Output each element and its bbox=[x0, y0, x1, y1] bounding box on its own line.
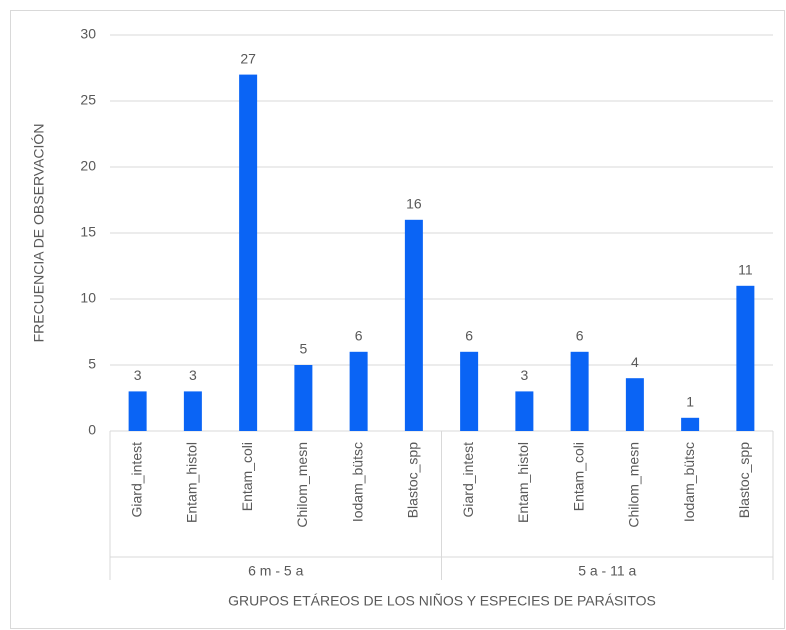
bar bbox=[349, 351, 368, 431]
value-label: 11 bbox=[738, 262, 753, 278]
value-label: 27 bbox=[240, 50, 256, 66]
value-label: 3 bbox=[189, 367, 197, 383]
value-label: 6 bbox=[576, 328, 584, 344]
value-label: 1 bbox=[686, 394, 694, 410]
bar bbox=[681, 417, 700, 431]
y-tick-label: 15 bbox=[80, 224, 96, 240]
x-tick-label: Chilom_mesn bbox=[294, 442, 310, 528]
x-tick-label: Iodam_bütsc bbox=[681, 442, 697, 522]
x-tick-label: Blastoc_spp bbox=[405, 442, 421, 518]
y-tick-label: 25 bbox=[80, 92, 96, 108]
value-label: 4 bbox=[631, 354, 639, 370]
x-axis-title: GRUPOS ETÁREOS DE LOS NIÑOS Y ESPECIES D… bbox=[228, 593, 656, 609]
group-label: 5 a - 11 a bbox=[578, 563, 636, 579]
x-tick-label: Chilom_mesn bbox=[626, 442, 642, 528]
y-tick-label: 5 bbox=[88, 356, 96, 372]
x-tick-label: Giard_intest bbox=[460, 442, 476, 518]
x-tick-label: Iodam_bütsc bbox=[349, 442, 365, 522]
value-label: 3 bbox=[134, 367, 142, 383]
y-tick-label: 0 bbox=[88, 422, 96, 438]
y-tick-label: 20 bbox=[80, 158, 96, 174]
bar bbox=[570, 351, 589, 431]
bar bbox=[515, 391, 534, 431]
value-label: 16 bbox=[406, 196, 422, 212]
x-tick-label: Blastoc_spp bbox=[736, 442, 752, 518]
bar bbox=[460, 351, 479, 431]
value-label: 5 bbox=[299, 341, 307, 357]
value-label: 6 bbox=[465, 328, 473, 344]
bar bbox=[404, 219, 423, 431]
value-label: 6 bbox=[355, 328, 363, 344]
y-tick-label: 10 bbox=[80, 290, 96, 306]
x-tick-label: Entam_coli bbox=[239, 442, 255, 511]
x-tick-label: Entam_histol bbox=[184, 442, 200, 523]
bar bbox=[239, 74, 258, 431]
x-tick-label: Entam_histol bbox=[515, 442, 531, 523]
group-label: 6 m - 5 a bbox=[248, 563, 303, 579]
y-axis-title: FRECUENCIA DE OBSERVACIÓN bbox=[31, 124, 47, 343]
value-label: 3 bbox=[520, 367, 528, 383]
x-tick-label: Entam_coli bbox=[570, 442, 586, 511]
bar bbox=[183, 391, 202, 431]
bar bbox=[294, 365, 313, 431]
chart-border bbox=[10, 10, 785, 629]
y-tick-label: 30 bbox=[80, 26, 96, 42]
bar bbox=[736, 285, 755, 431]
bar bbox=[625, 378, 644, 431]
x-tick-label: Giard_intest bbox=[128, 442, 144, 518]
bar bbox=[128, 391, 147, 431]
